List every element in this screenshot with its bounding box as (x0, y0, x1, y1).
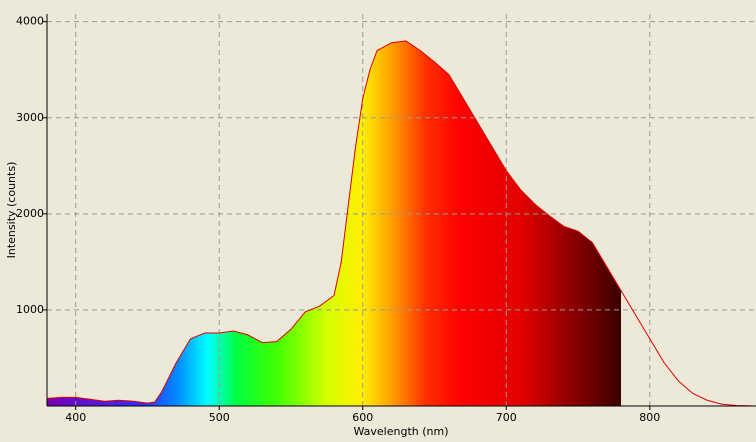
x-tick-label: 500 (209, 411, 230, 424)
y-tick-label: 4000 (16, 15, 44, 28)
y-tick-label: 2000 (16, 207, 44, 220)
x-tick-label: 700 (496, 411, 517, 424)
y-axis-title: Intensity (counts) (5, 162, 18, 259)
x-tick-label: 400 (65, 411, 86, 424)
y-tick-label: 3000 (16, 111, 44, 124)
x-tick-label: 600 (352, 411, 373, 424)
y-tick-label: 1000 (16, 303, 44, 316)
x-tick-label: 800 (639, 411, 660, 424)
x-axis-title: Wavelength (nm) (353, 425, 448, 438)
area-fill (47, 40, 621, 406)
line (46, 40, 756, 407)
